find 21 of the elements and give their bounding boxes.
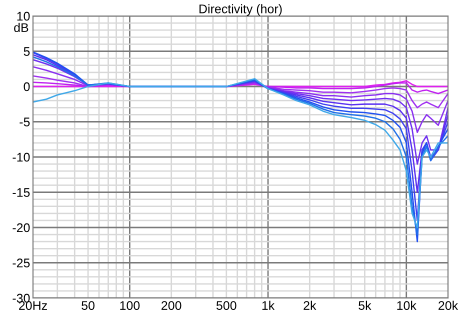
x-tick-label: 200 [162, 301, 182, 310]
x-tick-label: 500 [216, 301, 236, 310]
y-tick-label: -10 [12, 152, 30, 162]
x-tick-label: 1k [262, 300, 275, 310]
y-tick-label: -25 [12, 258, 30, 268]
y-tick-label: -20 [12, 223, 30, 232]
y-tick-label: 0 [24, 82, 30, 92]
x-tick-label: 20Hz [19, 301, 47, 310]
x-tick-label: 50 [82, 301, 95, 310]
x-tick-label: 100 [120, 301, 140, 310]
x-tick-label: 2k [304, 300, 316, 310]
x-tick-label: 10k [397, 300, 416, 310]
y-tick-label: -15 [12, 188, 30, 197]
y-tick-label: -5 [20, 118, 30, 126]
x-tick-label: 20k [438, 300, 458, 310]
y-tick-label: -30 [12, 294, 30, 303]
y-tick-label: 5 [24, 47, 30, 56]
y-axis-title: dB [14, 22, 28, 32]
y-tick-label: 10 [17, 12, 30, 21]
x-tick-label: 5k [358, 300, 372, 310]
chart-title: Directivity (hor) [200, 4, 282, 16]
